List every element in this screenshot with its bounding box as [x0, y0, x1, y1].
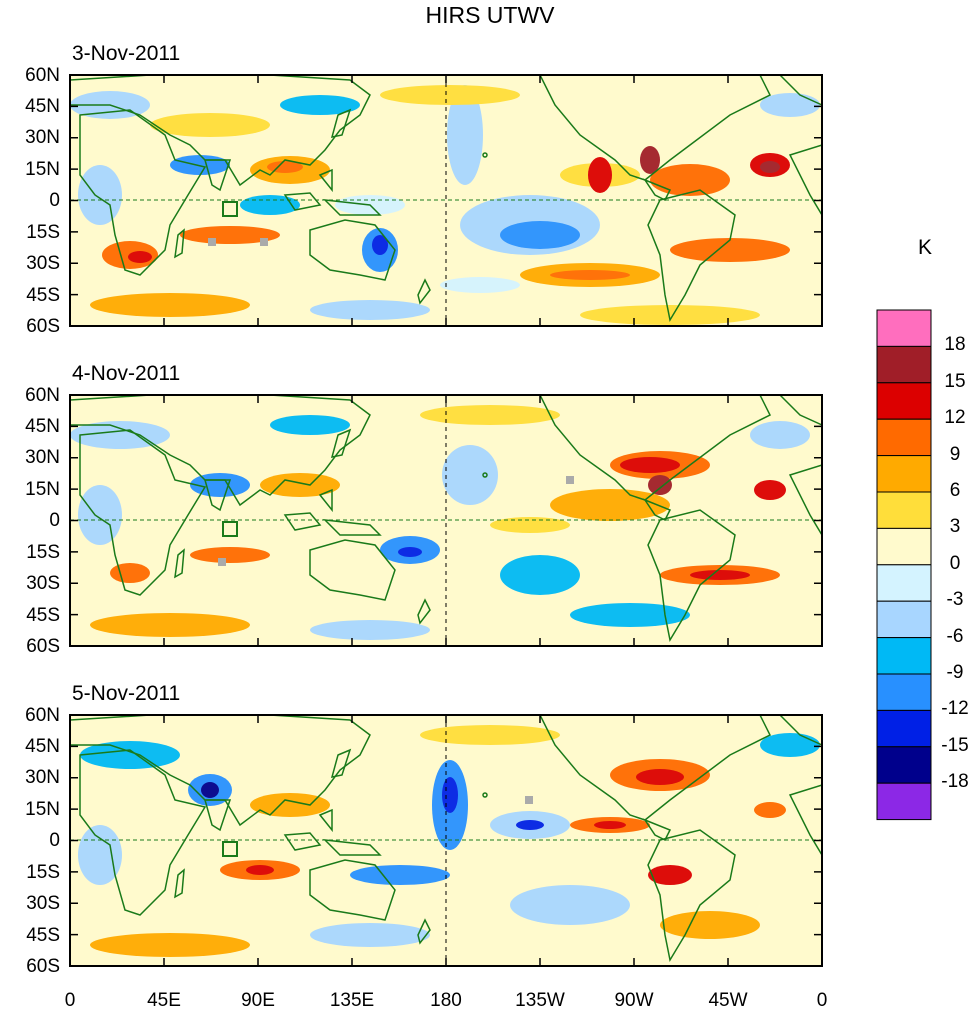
colorbar-label: -3	[946, 589, 964, 611]
panel-1	[69, 74, 823, 327]
lat-label: 15N	[25, 159, 60, 180]
lat-label: 45N	[25, 96, 60, 117]
lat-label: 60N	[25, 705, 60, 726]
colorbar-swatch	[876, 746, 932, 784]
lon-label: 135E	[329, 990, 375, 1011]
colorbar-label: -9	[946, 662, 964, 683]
lat-label: 30N	[25, 447, 60, 468]
lat-label: 15S	[26, 542, 60, 563]
lat-label: 60N	[25, 385, 60, 406]
colorbar-label: -6	[946, 625, 964, 647]
colorbar-swatch	[876, 527, 932, 566]
colorbar-label: 3	[949, 516, 961, 538]
lat-label: 15S	[26, 862, 60, 883]
lon-label: 135W	[515, 990, 565, 1011]
lat-label: 15N	[25, 799, 60, 820]
colorbar-swatch	[876, 637, 932, 675]
lon-label: 45W	[708, 990, 748, 1011]
lat-label: 30S	[26, 573, 60, 594]
colorbar-swatch	[876, 564, 932, 602]
lat-label: 30N	[25, 767, 60, 788]
lat-label: 0	[49, 190, 60, 211]
colorbar-swatch	[876, 709, 932, 748]
lat-label: 0	[49, 510, 60, 531]
lat-label: 60S	[26, 636, 60, 657]
panel-2-date: 4-Nov-2011	[72, 362, 181, 385]
colorbar-swatch	[876, 382, 932, 420]
colorbar-swatch	[876, 418, 932, 457]
lon-label: 90W	[614, 990, 654, 1011]
lat-label: 45N	[25, 416, 60, 437]
lat-label: 45N	[25, 736, 60, 757]
lat-label: 30N	[25, 127, 60, 148]
colorbar-swatch	[876, 673, 932, 711]
colorbar-label: 0	[949, 552, 961, 574]
lat-label: 45S	[26, 925, 60, 946]
colorbar-swatch	[876, 782, 932, 821]
lon-label: 90E	[241, 990, 275, 1011]
colorbar-label: 9	[949, 443, 961, 465]
axis-ticks	[69, 74, 823, 967]
lon-label: 45E	[147, 990, 181, 1011]
lat-label: 45S	[26, 285, 60, 306]
colorbar-label: -18	[941, 771, 969, 793]
colorbar-swatch	[876, 345, 932, 384]
lat-label: 60N	[25, 65, 60, 86]
colorbar-label: 6	[949, 480, 961, 501]
colorbar-label: -12	[941, 698, 969, 720]
panel-2	[69, 394, 823, 647]
lon-label: 0	[64, 990, 76, 1011]
lat-label: 0	[49, 830, 60, 851]
colorbar	[876, 309, 932, 821]
lat-label: 45S	[26, 605, 60, 626]
lat-label: 60S	[26, 316, 60, 337]
lat-label: 30S	[26, 253, 60, 274]
colorbar-label: 12	[944, 407, 966, 429]
lon-label: 0	[816, 990, 828, 1011]
lat-label: 15S	[26, 222, 60, 243]
colorbar-swatch	[876, 455, 932, 493]
lat-label: 15N	[25, 479, 60, 500]
lat-label: 60S	[26, 956, 60, 977]
panel-1-date: 3-Nov-2011	[72, 42, 181, 65]
panel-3	[69, 714, 823, 967]
colorbar-label: -15	[941, 734, 969, 756]
colorbar-swatch	[876, 309, 932, 347]
lat-label: 30S	[26, 893, 60, 914]
colorbar-swatch	[876, 491, 932, 529]
figure-title: HIRS UTWV	[425, 2, 555, 28]
colorbar-unit: K	[918, 236, 933, 259]
lon-label: 180	[430, 990, 462, 1011]
colorbar-label: 15	[944, 370, 966, 392]
panel-3-date: 5-Nov-2011	[72, 682, 181, 705]
colorbar-label: 18	[944, 334, 966, 356]
colorbar-swatch	[876, 600, 932, 639]
